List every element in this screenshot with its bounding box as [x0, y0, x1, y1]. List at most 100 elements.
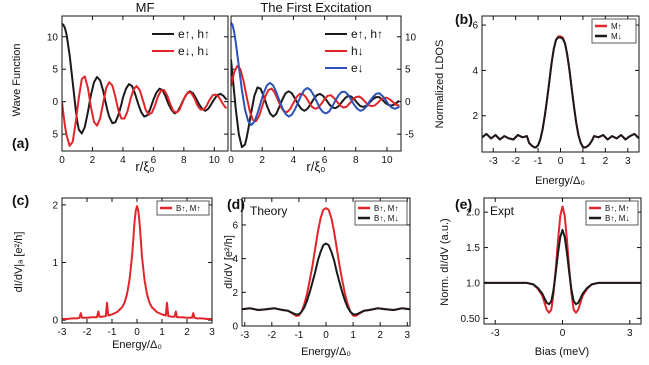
x-tick-label: 2	[377, 330, 383, 341]
x-tick-label: 3	[405, 330, 411, 341]
panel-a1: 0 2 4 6 8 10 5 0 5 10 (a) MF r/ξ₀ Wave Function e↑, h↑…	[11, 0, 229, 174]
x-tick-label: 8	[181, 155, 187, 166]
x-tick-label: -3	[491, 328, 500, 339]
y-tick-label: 5	[405, 65, 411, 76]
x-tick-label: 4	[120, 155, 126, 166]
legend-label: B↑, M↓	[605, 214, 629, 223]
panel-e: -3 0 3 0.50 1.0 1.5 2.0(e) Expt Bias (meV) Norm. …	[439, 196, 642, 358]
y-tick-label: 4	[472, 66, 478, 77]
x-axis-label: Bias (meV)	[535, 346, 589, 358]
panel-c: -3 -2 -1 0 1 2 3 0 1 2 (c) Energy/Δ₀ dI/dV|ₐ [e²/h] B…	[12, 192, 215, 351]
series-line-1	[231, 59, 400, 149]
x-tick-label: 0	[560, 328, 566, 339]
chart-title: Expt	[490, 204, 515, 218]
y-tick-label: 0.50	[461, 314, 481, 325]
x-tick-label: -2	[83, 327, 92, 338]
x-tick-label: 6	[322, 155, 328, 166]
y-tick-label: 2.0	[466, 208, 480, 219]
x-tick-label: 0	[59, 155, 65, 166]
y-tick-label: 2	[232, 288, 238, 299]
x-tick-label: 10	[381, 155, 393, 166]
x-tick-label: 1	[350, 330, 356, 341]
panel-label: (d)	[227, 196, 245, 212]
y-tick-label: 0	[52, 316, 58, 327]
x-tick-label: -2	[267, 330, 276, 341]
x-tick-label: 10	[209, 155, 221, 166]
x-tick-label: -1	[108, 327, 117, 338]
series-line-2	[484, 228, 641, 306]
y-tick-label: 1	[52, 258, 58, 269]
legend-label: e↑, h↑	[351, 27, 383, 41]
x-tick-label: 8	[353, 155, 359, 166]
x-tick-label: 2	[184, 327, 190, 338]
legend-label: M↓	[611, 32, 622, 41]
x-tick-label: 0	[228, 155, 234, 166]
panel-d: -3 -2 -1 0 1 2 3 0 2 4 6 (d) Theory Energy/Δ₀ dI/dV [e…	[223, 196, 411, 358]
y-tick-label: 0	[232, 322, 238, 333]
x-axis-label: r/ξ₀	[135, 159, 154, 174]
y-tick-label: 2	[472, 111, 478, 122]
x-axis-label: Energy/Δ₀	[301, 346, 351, 358]
x-tick-label: 3	[625, 156, 631, 167]
plot-frame	[483, 197, 642, 325]
x-tick-label: -1	[534, 156, 543, 167]
legend-label: B↑, M↓	[374, 214, 398, 223]
legend-label: e↓	[351, 61, 364, 75]
legend-box	[591, 18, 637, 44]
plot-frame	[230, 15, 402, 152]
chart-title: MF	[136, 0, 155, 15]
y-tick-label: -5	[405, 130, 414, 141]
y-tick-label: 6	[472, 21, 478, 32]
x-tick-label: -3	[489, 156, 498, 167]
x-tick-label: 0	[323, 330, 329, 341]
x-tick-label: 4	[291, 155, 297, 166]
legend-box	[354, 200, 408, 226]
series-line-2	[482, 36, 639, 149]
plot-frame	[481, 15, 640, 153]
legend-label: M↑	[611, 22, 622, 31]
y-tick-label: 10	[405, 32, 417, 43]
series-line-1	[62, 23, 228, 135]
y-axis-label: Normalized LDOS	[434, 40, 446, 129]
chart-title: Theory	[250, 204, 287, 218]
plot-frame	[61, 15, 229, 152]
chart-title: The First Excitation	[260, 0, 371, 15]
x-tick-label: -3	[240, 330, 249, 341]
y-tick-label: 0	[405, 97, 411, 108]
x-tick-label: 1	[159, 327, 165, 338]
series-line-1	[482, 35, 639, 149]
x-tick-label: 3	[627, 328, 633, 339]
legend-box	[585, 200, 639, 226]
legend-label: e↓, h↓	[178, 44, 210, 58]
y-tick-label: 6	[232, 220, 238, 231]
y-tick-label: 5	[52, 65, 58, 76]
panel-b: -3 -2 -1 0 1 2 3 2 4 6(b) Energy/Δ₀ Normalized LDOS…	[434, 11, 640, 187]
legend-label: B↑, M↑	[605, 204, 629, 213]
panel-label: (a)	[12, 135, 29, 151]
x-tick-label: 3	[209, 327, 215, 338]
x-tick-label: -3	[58, 327, 67, 338]
x-tick-label: 0	[558, 156, 564, 167]
series-line-2	[242, 242, 410, 316]
y-tick-label: 2	[52, 200, 58, 211]
legend-label: B↑, M↑	[176, 204, 200, 213]
y-axis-label: dI/dV [e²/h]	[223, 235, 235, 289]
series-line-3	[231, 21, 401, 126]
y-axis-label: Norm. dI/dV (a.u.)	[439, 218, 451, 305]
x-tick-label: 1	[580, 156, 586, 167]
panel-label: (c)	[12, 192, 29, 208]
legend-label: h↓	[351, 44, 364, 58]
y-tick-label: 10	[47, 32, 59, 43]
y-tick-label: 1.5	[466, 243, 480, 254]
y-axis-label: dI/dV|ₐ [e²/h]	[13, 232, 25, 293]
panel-a2: 0 2 4 6 8 10 -5 0 5 10 The First Excitation r/ξ₀ e↑,…	[228, 0, 416, 174]
x-tick-label: 2	[90, 155, 96, 166]
x-tick-label: 2	[603, 156, 609, 167]
panel-label: (e)	[455, 196, 472, 212]
x-tick-label: 6	[151, 155, 157, 166]
series-line-1	[62, 205, 212, 320]
x-tick-label: 2	[259, 155, 265, 166]
x-tick-label: -2	[511, 156, 520, 167]
legend-label: e↑, h↑	[178, 27, 210, 41]
